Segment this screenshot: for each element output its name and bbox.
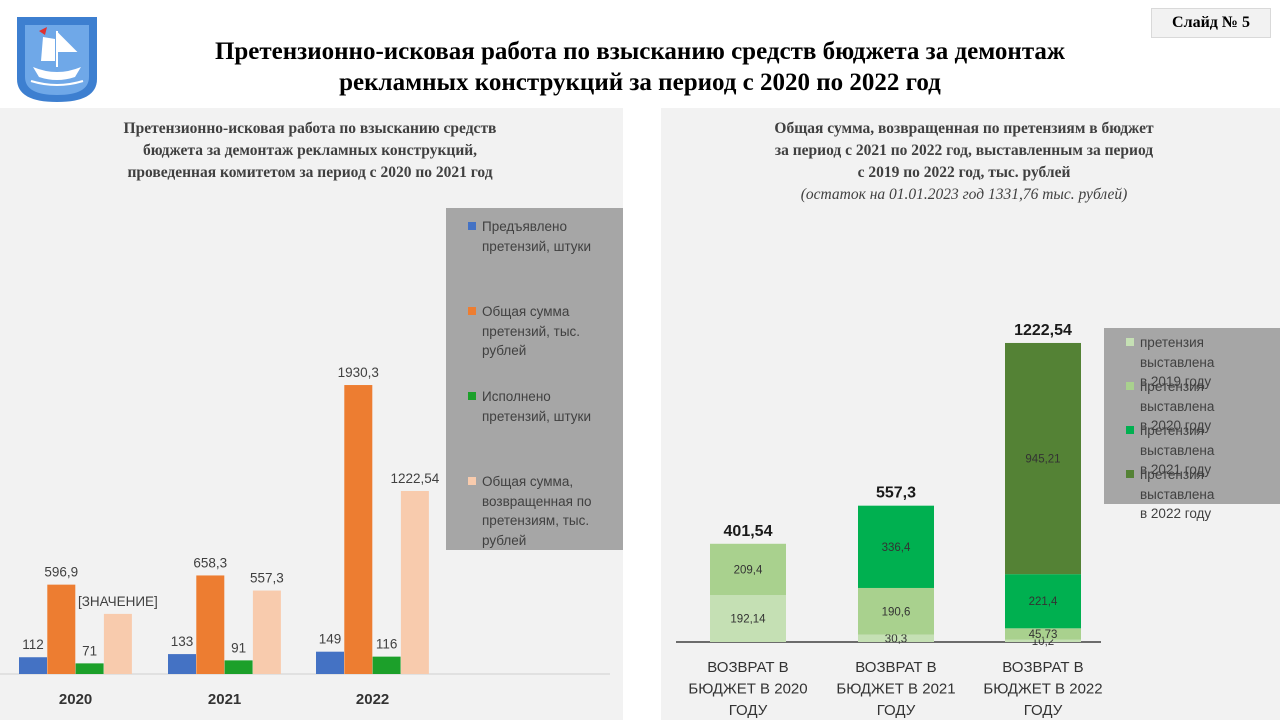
- right-chart-title: Общая сумма, возвращенная по претензиям …: [701, 118, 1227, 206]
- right-legend-swatch: [1126, 382, 1134, 390]
- bar-1: [168, 654, 196, 674]
- segment-data-label: 192,14: [730, 614, 766, 626]
- segment-data-label: 336,4: [882, 542, 911, 554]
- x-tick-label: ГОДУ: [877, 702, 916, 719]
- x-tick-label: ВОЗВРАТ В: [855, 659, 936, 676]
- stack-segment-2: [1005, 628, 1081, 640]
- bar-1: [19, 657, 47, 674]
- right-chart-title-line-3: с 2019 по 2022 год, тыс. рублей: [857, 164, 1071, 181]
- left-legend-swatch: [468, 222, 476, 230]
- right-legend-swatch: [1126, 426, 1134, 434]
- bar-2: [47, 584, 76, 674]
- bar-1: [316, 651, 344, 674]
- bar-2: [196, 575, 225, 674]
- segment-data-label: 190,6: [882, 606, 911, 618]
- left-legend-label: Исполнено претензий, штуки: [482, 389, 592, 424]
- left-legend-swatch: [468, 392, 476, 400]
- bar-4: [252, 590, 281, 674]
- bar-2: [344, 385, 373, 674]
- x-tick-label: БЮДЖЕТ В 2020: [688, 681, 807, 698]
- bar-data-label: 116: [376, 637, 398, 652]
- bar-4: [103, 613, 132, 674]
- stack-segment-3: [858, 505, 934, 588]
- segment-data-label: 221,4: [1029, 596, 1058, 608]
- left-legend-item: Предъявлено претензий, штуки: [468, 217, 591, 256]
- x-tick-label: ГОДУ: [1024, 702, 1063, 719]
- bar-total-label: 401,54: [724, 523, 773, 540]
- page-title-line-1: Претензионно-исковая работа по взысканию…: [214, 38, 1066, 65]
- segment-data-label: 45,73: [1029, 629, 1058, 641]
- stack-segment-1: [1005, 639, 1081, 642]
- bar-data-label: 133: [171, 634, 194, 649]
- slide-number-label: Слайд № 5: [1151, 8, 1271, 38]
- right-legend-label: претензия выставлена в 2022 году: [1140, 467, 1215, 521]
- grouped-bar-chart: 112 596,9 71 [ЗНАЧЕНИЕ] 2020 133 658,3 91 557,3 2…: [0, 365, 610, 708]
- x-tick-label: 2021: [208, 691, 241, 708]
- left-legend-item: Общая сумма претензий, тыс. рублей: [468, 302, 580, 361]
- stack-segment-3: [1005, 574, 1081, 629]
- left-legend-label: Предъявлено претензий, штуки: [482, 219, 592, 254]
- bar-data-label: 71: [82, 643, 97, 658]
- segment-data-label: 30,3: [885, 633, 907, 645]
- right-legend-item: претензия выставлена в 2022 году: [1126, 465, 1280, 524]
- left-legend-item: Исполнено претензий, штуки: [468, 387, 591, 426]
- stack-segment-2: [858, 587, 934, 635]
- coat-of-arms-logo: [17, 17, 97, 102]
- x-tick-label: БЮДЖЕТ В 2021: [836, 681, 955, 698]
- bar-data-label: 1222,54: [390, 471, 439, 486]
- stacked-bar-chart: 192,14 209,4 401,54 ВОЗВРАТ В БЮДЖЕТ В 2020 Г…: [676, 322, 1103, 719]
- left-legend-item: Общая сумма, возвращенная по претензиям, т…: [468, 472, 592, 550]
- bar-4: [400, 490, 429, 674]
- right-legend-label: претензия выставлена в 2020 году: [1140, 379, 1215, 433]
- right-chart-legend: претензия выставлена в 2019 году претензия…: [1104, 328, 1280, 521]
- bar-data-label: 91: [231, 640, 246, 655]
- bar-3: [372, 656, 401, 674]
- x-tick-label: ГОДУ: [729, 702, 768, 719]
- left-chart-panel: Претензионно-исковая работа по взысканию…: [0, 108, 623, 720]
- left-legend-swatch: [468, 477, 476, 485]
- right-legend-label: претензия выставлена в 2021 году: [1140, 423, 1215, 477]
- bar-data-label: 658,3: [193, 555, 227, 570]
- x-tick-label: 2022: [356, 691, 389, 708]
- right-legend-swatch: [1126, 470, 1134, 478]
- stack-segment-1: [858, 634, 934, 642]
- bar-data-label: 149: [319, 632, 342, 647]
- bar-data-label: 596,9: [44, 565, 78, 580]
- page-title: Претензионно-исковая работа по взысканию…: [120, 36, 1160, 98]
- left-legend-label: Общая сумма претензий, тыс. рублей: [482, 304, 581, 358]
- right-chart-subtitle: (остаток на 01.01.2023 год 1331,76 тыс. …: [800, 186, 1128, 203]
- x-tick-label: ВОЗВРАТ В: [1002, 659, 1083, 676]
- right-legend-label: претензия выставлена в 2019 году: [1140, 335, 1215, 389]
- left-legend-label: Общая сумма, возвращенная по претензиям, т…: [482, 474, 592, 548]
- x-tick-label: 2020: [59, 691, 92, 708]
- bar-total-label: 557,3: [876, 485, 916, 502]
- left-chart-title-line-1: Претензионно-исковая работа по взысканию…: [123, 120, 497, 137]
- right-legend-item: претензия выставлена в 2019 году: [1126, 333, 1280, 392]
- page-title-line-2: рекламных конструкций за период с 2020 п…: [339, 69, 941, 96]
- right-chart-title-line-2: за период с 2021 по 2022 год, выставленн…: [774, 142, 1154, 159]
- bar-data-label: [ЗНАЧЕНИЕ]: [78, 594, 158, 609]
- bar-data-label: 1930,3: [338, 365, 379, 380]
- bar-data-label: 112: [22, 637, 44, 652]
- left-chart-title: Претензионно-исковая работа по взысканию…: [40, 118, 580, 184]
- stack-segment-4: [1005, 342, 1081, 575]
- left-legend-swatch: [468, 307, 476, 315]
- segment-data-label: 945,21: [1025, 454, 1060, 466]
- x-tick-label: БЮДЖЕТ В 2022: [983, 681, 1102, 698]
- left-chart-legend: Предъявлено претензий, штуки Общая сумма пр…: [446, 208, 623, 550]
- segment-data-label: 209,4: [734, 564, 763, 576]
- stack-segment-1: [710, 595, 786, 642]
- stack-segment-2: [710, 543, 786, 596]
- right-legend-swatch: [1126, 338, 1134, 346]
- left-chart-title-line-3: проведенная комитетом за период с 2020 п…: [127, 164, 493, 181]
- bar-3: [224, 660, 253, 674]
- bar-3: [75, 663, 104, 674]
- bar-total-label: 1222,54: [1014, 322, 1072, 339]
- left-chart-title-line-2: бюджета за демонтаж рекламных конструкци…: [142, 142, 478, 159]
- x-tick-label: ВОЗВРАТ В: [707, 659, 788, 676]
- right-legend-item: претензия выставлена в 2021 году: [1126, 421, 1280, 480]
- bar-data-label: 557,3: [250, 571, 284, 586]
- right-chart-title-line-1: Общая сумма, возвращенная по претензиям …: [774, 120, 1154, 137]
- right-legend-item: претензия выставлена в 2020 году: [1126, 377, 1280, 436]
